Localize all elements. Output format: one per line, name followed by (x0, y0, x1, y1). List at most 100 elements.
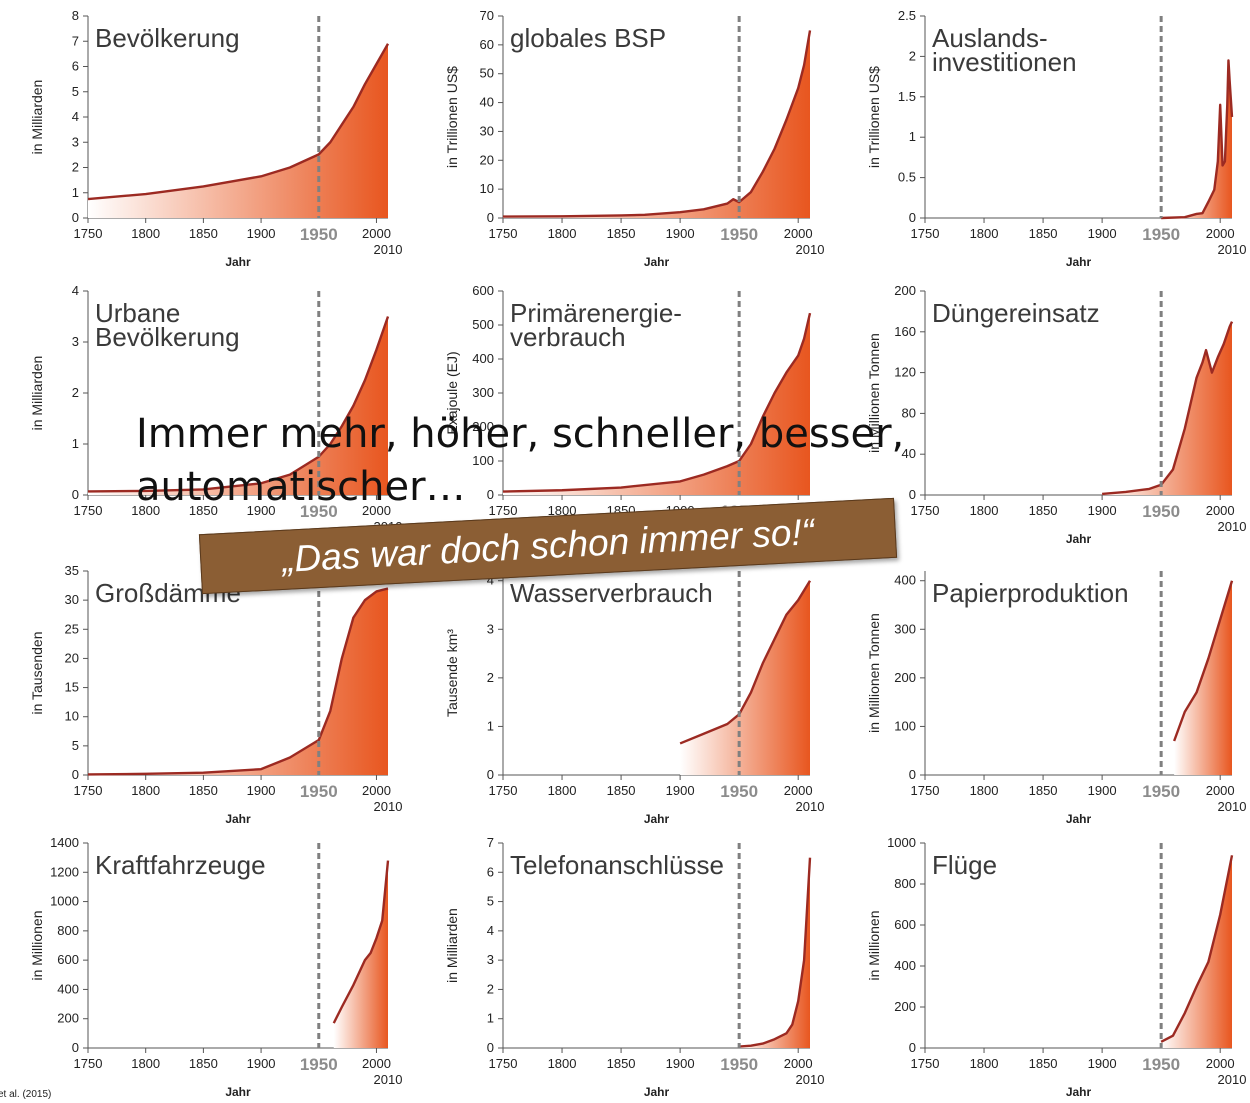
y-tick-label: 400 (57, 981, 79, 996)
y-tick-label: 4 (72, 283, 79, 298)
y-axis-label: in Milliarden (29, 80, 45, 155)
chart-title: Urbane (95, 298, 180, 328)
y-tick-label: 1 (909, 129, 916, 144)
x-axis-label: Jahr (1066, 532, 1092, 546)
y-tick-label: 2 (72, 160, 79, 175)
y-tick-label: 160 (894, 324, 916, 339)
x-tick-label-2010: 2010 (1218, 519, 1247, 534)
chart-title: Primärenergie- (510, 298, 682, 328)
x-tick-label: 2000 (362, 226, 391, 241)
x-tick-label-2010: 2010 (796, 799, 825, 814)
x-tick-label: 1800 (970, 503, 999, 518)
y-tick-label: 4 (487, 923, 494, 938)
x-tick-label: 2000 (362, 783, 391, 798)
data-line (679, 580, 812, 745)
data-line (87, 316, 390, 493)
x-tick-label: 1850 (189, 226, 218, 241)
y-tick-label: 40 (480, 95, 494, 110)
y-tick-label: 400 (894, 958, 916, 973)
y-tick-label: 200 (894, 283, 916, 298)
y-axis-label: in Trillionen US$ (444, 66, 460, 168)
x-tick-label: 1850 (607, 1056, 636, 1071)
y-tick-label: 2.5 (898, 8, 916, 23)
chart-title: Flüge (932, 850, 997, 880)
y-axis-label: in Milliarden (444, 908, 460, 983)
x-tick-label: 1800 (131, 226, 160, 241)
y-tick-label: 70 (480, 8, 494, 23)
x-tick-label-1950: 1950 (720, 782, 758, 801)
x-tick-label: 1800 (548, 1056, 577, 1071)
y-tick-label: 800 (57, 923, 79, 938)
y-tick-label: 200 (894, 999, 916, 1014)
x-tick-label-1950: 1950 (300, 502, 338, 521)
source-note: et al. (2015) (0, 1089, 52, 1100)
x-tick-label: 2000 (1206, 503, 1235, 518)
y-tick-label: 0 (487, 1040, 494, 1055)
chart-panel-6: 0 40 80 120 160 200 1750 1800 1850 1900 2000 1950 20… (866, 283, 1246, 546)
x-axis-label: Jahr (225, 1085, 251, 1099)
data-area (1161, 60, 1232, 218)
x-tick-label: 1800 (131, 783, 160, 798)
x-tick-label: 2000 (1206, 1056, 1235, 1071)
y-tick-label: 35 (65, 563, 79, 578)
y-tick-label: 6 (487, 864, 494, 879)
chart-title: Papierproduktion (932, 578, 1129, 608)
chart-title: Kraftfahrzeuge (95, 850, 266, 880)
x-tick-label: 1900 (666, 783, 695, 798)
data-line (1161, 59, 1234, 220)
data-line (87, 587, 389, 776)
y-tick-label: 2 (909, 48, 916, 63)
y-axis-label: Tausende km³ (444, 629, 460, 717)
x-tick-label: 1750 (911, 1056, 940, 1071)
x-tick-label-1950: 1950 (1142, 782, 1180, 801)
y-axis-label: in Trillionen US$ (866, 66, 882, 168)
y-axis-label: in Millionen (866, 910, 882, 980)
y-tick-label: 5 (72, 738, 79, 753)
y-tick-label: 0 (487, 210, 494, 225)
y-tick-label: 0 (487, 767, 494, 782)
x-tick-label-1950: 1950 (300, 782, 338, 801)
y-tick-label: 0 (72, 767, 79, 782)
y-tick-label: 4 (72, 109, 79, 124)
x-tick-label: 1750 (489, 503, 518, 518)
y-tick-label: 500 (472, 317, 494, 332)
x-tick-label-2010: 2010 (374, 799, 403, 814)
x-tick-label: 1850 (189, 503, 218, 518)
x-tick-label: 1900 (666, 1056, 695, 1071)
chart-title: Auslands- (932, 23, 1048, 53)
y-tick-label: 200 (57, 1011, 79, 1026)
x-tick-label: 1750 (911, 226, 940, 241)
x-tick-label: 2000 (784, 783, 813, 798)
chart-panel-9: 0 100 200 300 400 1750 1800 1850 1900 2000 1950 201… (866, 571, 1246, 826)
chart-title: investitionen (932, 47, 1077, 77)
y-tick-label: 80 (902, 405, 916, 420)
data-area (88, 316, 388, 495)
chart-panel-8: 0 1 2 3 4 1750 1800 1850 1900 2000 1950 2010 Jahr Tau… (444, 571, 824, 826)
x-axis-label: Jahr (644, 812, 670, 826)
y-axis-label: in Tausenden (29, 631, 45, 714)
x-tick-label: 1850 (189, 1056, 218, 1071)
data-line (502, 30, 812, 218)
data-area (333, 860, 388, 1048)
data-area (1102, 321, 1232, 495)
y-tick-label: 0 (487, 487, 494, 502)
x-tick-label: 1800 (131, 503, 160, 518)
x-axis-label: Jahr (225, 255, 251, 269)
x-tick-label: 1850 (1029, 226, 1058, 241)
x-axis-label: Jahr (1066, 255, 1092, 269)
x-tick-label-2010: 2010 (1218, 242, 1247, 257)
x-tick-label-1950: 1950 (1142, 1055, 1180, 1074)
x-tick-label: 1800 (970, 1056, 999, 1071)
chart-panel-1: 0 1 2 3 4 5 6 7 8 1750 1800 1850 1900 2000 1950 2010 Jah… (29, 8, 402, 269)
data-line (739, 857, 812, 1048)
x-tick-label: 1750 (489, 783, 518, 798)
data-area (88, 588, 388, 775)
x-tick-label: 2000 (362, 1056, 391, 1071)
y-tick-label: 1000 (887, 835, 916, 850)
y-tick-label: 25 (65, 621, 79, 636)
x-tick-label-1950: 1950 (720, 225, 758, 244)
y-tick-label: 300 (472, 385, 494, 400)
y-tick-label: 1.5 (898, 89, 916, 104)
x-tick-label: 1900 (666, 226, 695, 241)
y-tick-label: 400 (894, 573, 916, 588)
